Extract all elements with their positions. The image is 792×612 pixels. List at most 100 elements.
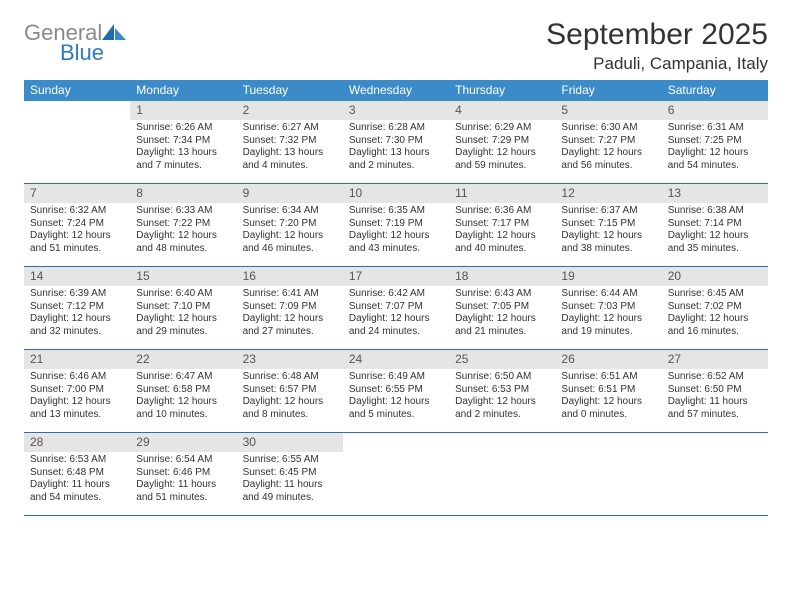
daylight-text: Daylight: 11 hours and 51 minutes. (136, 479, 230, 504)
day-body: Sunrise: 6:39 AMSunset: 7:12 PMDaylight:… (24, 286, 130, 342)
day-cell: 7Sunrise: 6:32 AMSunset: 7:24 PMDaylight… (24, 184, 130, 266)
daylight-text: Daylight: 11 hours and 54 minutes. (30, 479, 124, 504)
sunset-text: Sunset: 7:12 PM (30, 301, 124, 314)
sunrise-text: Sunrise: 6:28 AM (349, 122, 443, 135)
daylight-text: Daylight: 12 hours and 27 minutes. (243, 313, 337, 338)
sunset-text: Sunset: 7:25 PM (668, 135, 762, 148)
sunset-text: Sunset: 6:45 PM (243, 467, 337, 480)
day-number: 1 (130, 101, 236, 120)
sunset-text: Sunset: 7:22 PM (136, 218, 230, 231)
week-row: 14Sunrise: 6:39 AMSunset: 7:12 PMDayligh… (24, 267, 768, 350)
day-body: Sunrise: 6:48 AMSunset: 6:57 PMDaylight:… (237, 369, 343, 425)
day-cell: 1Sunrise: 6:26 AMSunset: 7:34 PMDaylight… (130, 101, 236, 183)
dow-tuesday: Tuesday (237, 80, 343, 101)
day-number: 21 (24, 350, 130, 369)
day-cell: 18Sunrise: 6:43 AMSunset: 7:05 PMDayligh… (449, 267, 555, 349)
day-cell: 20Sunrise: 6:45 AMSunset: 7:02 PMDayligh… (662, 267, 768, 349)
day-body: Sunrise: 6:29 AMSunset: 7:29 PMDaylight:… (449, 120, 555, 176)
day-cell: 29Sunrise: 6:54 AMSunset: 6:46 PMDayligh… (130, 433, 236, 515)
day-number: 13 (662, 184, 768, 203)
sunrise-text: Sunrise: 6:54 AM (136, 454, 230, 467)
day-number: 6 (662, 101, 768, 120)
day-body (662, 452, 768, 458)
day-body: Sunrise: 6:37 AMSunset: 7:15 PMDaylight:… (555, 203, 661, 259)
sunset-text: Sunset: 7:32 PM (243, 135, 337, 148)
sunrise-text: Sunrise: 6:44 AM (561, 288, 655, 301)
sunset-text: Sunset: 7:19 PM (349, 218, 443, 231)
day-body: Sunrise: 6:42 AMSunset: 7:07 PMDaylight:… (343, 286, 449, 342)
daylight-text: Daylight: 12 hours and 19 minutes. (561, 313, 655, 338)
day-body: Sunrise: 6:40 AMSunset: 7:10 PMDaylight:… (130, 286, 236, 342)
sunrise-text: Sunrise: 6:47 AM (136, 371, 230, 384)
sunset-text: Sunset: 7:27 PM (561, 135, 655, 148)
daylight-text: Daylight: 12 hours and 48 minutes. (136, 230, 230, 255)
day-number: 25 (449, 350, 555, 369)
daylight-text: Daylight: 12 hours and 10 minutes. (136, 396, 230, 421)
day-number: 20 (662, 267, 768, 286)
day-body (343, 452, 449, 458)
sunset-text: Sunset: 7:00 PM (30, 384, 124, 397)
sunset-text: Sunset: 7:03 PM (561, 301, 655, 314)
day-cell: 10Sunrise: 6:35 AMSunset: 7:19 PMDayligh… (343, 184, 449, 266)
sunset-text: Sunset: 6:46 PM (136, 467, 230, 480)
day-number: 18 (449, 267, 555, 286)
day-body: Sunrise: 6:38 AMSunset: 7:14 PMDaylight:… (662, 203, 768, 259)
daylight-text: Daylight: 12 hours and 13 minutes. (30, 396, 124, 421)
day-number: 22 (130, 350, 236, 369)
weeks-container: 1 Sunrise: 6:26 AMSunset: 7:34 PM Daylight… (24, 101, 768, 516)
day-cell: 6Sunrise: 6:31 AMSunset: 7:25 PMDaylight… (662, 101, 768, 183)
day-cell (662, 433, 768, 515)
sunrise-text: Sunrise: 6:29 AM (455, 122, 549, 135)
day-body: Sunrise: 6:54 AMSunset: 6:46 PMDaylight:… (130, 452, 236, 508)
sunrise-text: Sunrise: 6:55 AM (243, 454, 337, 467)
sunset-text: Sunset: 7:34 PM (136, 135, 230, 148)
daylight-text: Daylight: 12 hours and 43 minutes. (349, 230, 443, 255)
day-cell: 3Sunrise: 6:28 AMSunset: 7:30 PMDaylight… (343, 101, 449, 183)
day-cell: 5Sunrise: 6:30 AMSunset: 7:27 PMDaylight… (555, 101, 661, 183)
day-number: 4 (449, 101, 555, 120)
day-body (449, 452, 555, 458)
sunrise-text: Sunrise: 6:31 AM (668, 122, 762, 135)
day-number: 23 (237, 350, 343, 369)
daylight-text: Daylight: 11 hours and 49 minutes. (243, 479, 337, 504)
sunrise-text: Sunrise: 6:50 AM (455, 371, 549, 384)
day-body: Sunrise: 6:31 AMSunset: 7:25 PMDaylight:… (662, 120, 768, 176)
day-body: Sunrise: 6:30 AMSunset: 7:27 PMDaylight:… (555, 120, 661, 176)
day-number: 17 (343, 267, 449, 286)
day-body (555, 452, 661, 458)
sunrise-text: Sunrise: 6:42 AM (349, 288, 443, 301)
sunrise-text: Sunrise: 6:32 AM (30, 205, 124, 218)
day-cell: 22Sunrise: 6:47 AMSunset: 6:58 PMDayligh… (130, 350, 236, 432)
sunrise-text: Sunrise: 6:48 AM (243, 371, 337, 384)
day-cell: 17Sunrise: 6:42 AMSunset: 7:07 PMDayligh… (343, 267, 449, 349)
title-block: September 2025 Paduli, Campania, Italy (546, 18, 768, 74)
sunrise-text: Sunrise: 6:46 AM (30, 371, 124, 384)
day-body: Sunrise: 6:34 AMSunset: 7:20 PMDaylight:… (237, 203, 343, 259)
week-row: 7Sunrise: 6:32 AMSunset: 7:24 PMDaylight… (24, 184, 768, 267)
sunrise-text: Sunrise: 6:51 AM (561, 371, 655, 384)
sunrise-text: Sunrise: 6:52 AM (668, 371, 762, 384)
sunrise-text: Sunrise: 6:26 AM (136, 122, 230, 135)
day-body: Sunrise: 6:45 AMSunset: 7:02 PMDaylight:… (662, 286, 768, 342)
day-cell (555, 433, 661, 515)
daylight-text: Daylight: 12 hours and 56 minutes. (561, 147, 655, 172)
day-cell: 24Sunrise: 6:49 AMSunset: 6:55 PMDayligh… (343, 350, 449, 432)
week-row: 21Sunrise: 6:46 AMSunset: 7:00 PMDayligh… (24, 350, 768, 433)
sunset-text: Sunset: 7:20 PM (243, 218, 337, 231)
logo: General Blue (24, 18, 128, 64)
day-number: 11 (449, 184, 555, 203)
dow-wednesday: Wednesday (343, 80, 449, 101)
sunrise-text: Sunrise: 6:37 AM (561, 205, 655, 218)
daylight-text: Daylight: 12 hours and 59 minutes. (455, 147, 549, 172)
day-number: 28 (24, 433, 130, 452)
day-number: 12 (555, 184, 661, 203)
daylight-text: Daylight: 13 hours and 2 minutes. (349, 147, 443, 172)
sunrise-text: Sunrise: 6:30 AM (561, 122, 655, 135)
sunrise-text: Sunrise: 6:27 AM (243, 122, 337, 135)
sunset-text: Sunset: 7:24 PM (30, 218, 124, 231)
sunrise-text: Sunrise: 6:53 AM (30, 454, 124, 467)
sunrise-text: Sunrise: 6:43 AM (455, 288, 549, 301)
day-body: Sunrise: 6:35 AMSunset: 7:19 PMDaylight:… (343, 203, 449, 259)
sunset-text: Sunset: 7:17 PM (455, 218, 549, 231)
day-body: Sunrise: 6:33 AMSunset: 7:22 PMDaylight:… (130, 203, 236, 259)
